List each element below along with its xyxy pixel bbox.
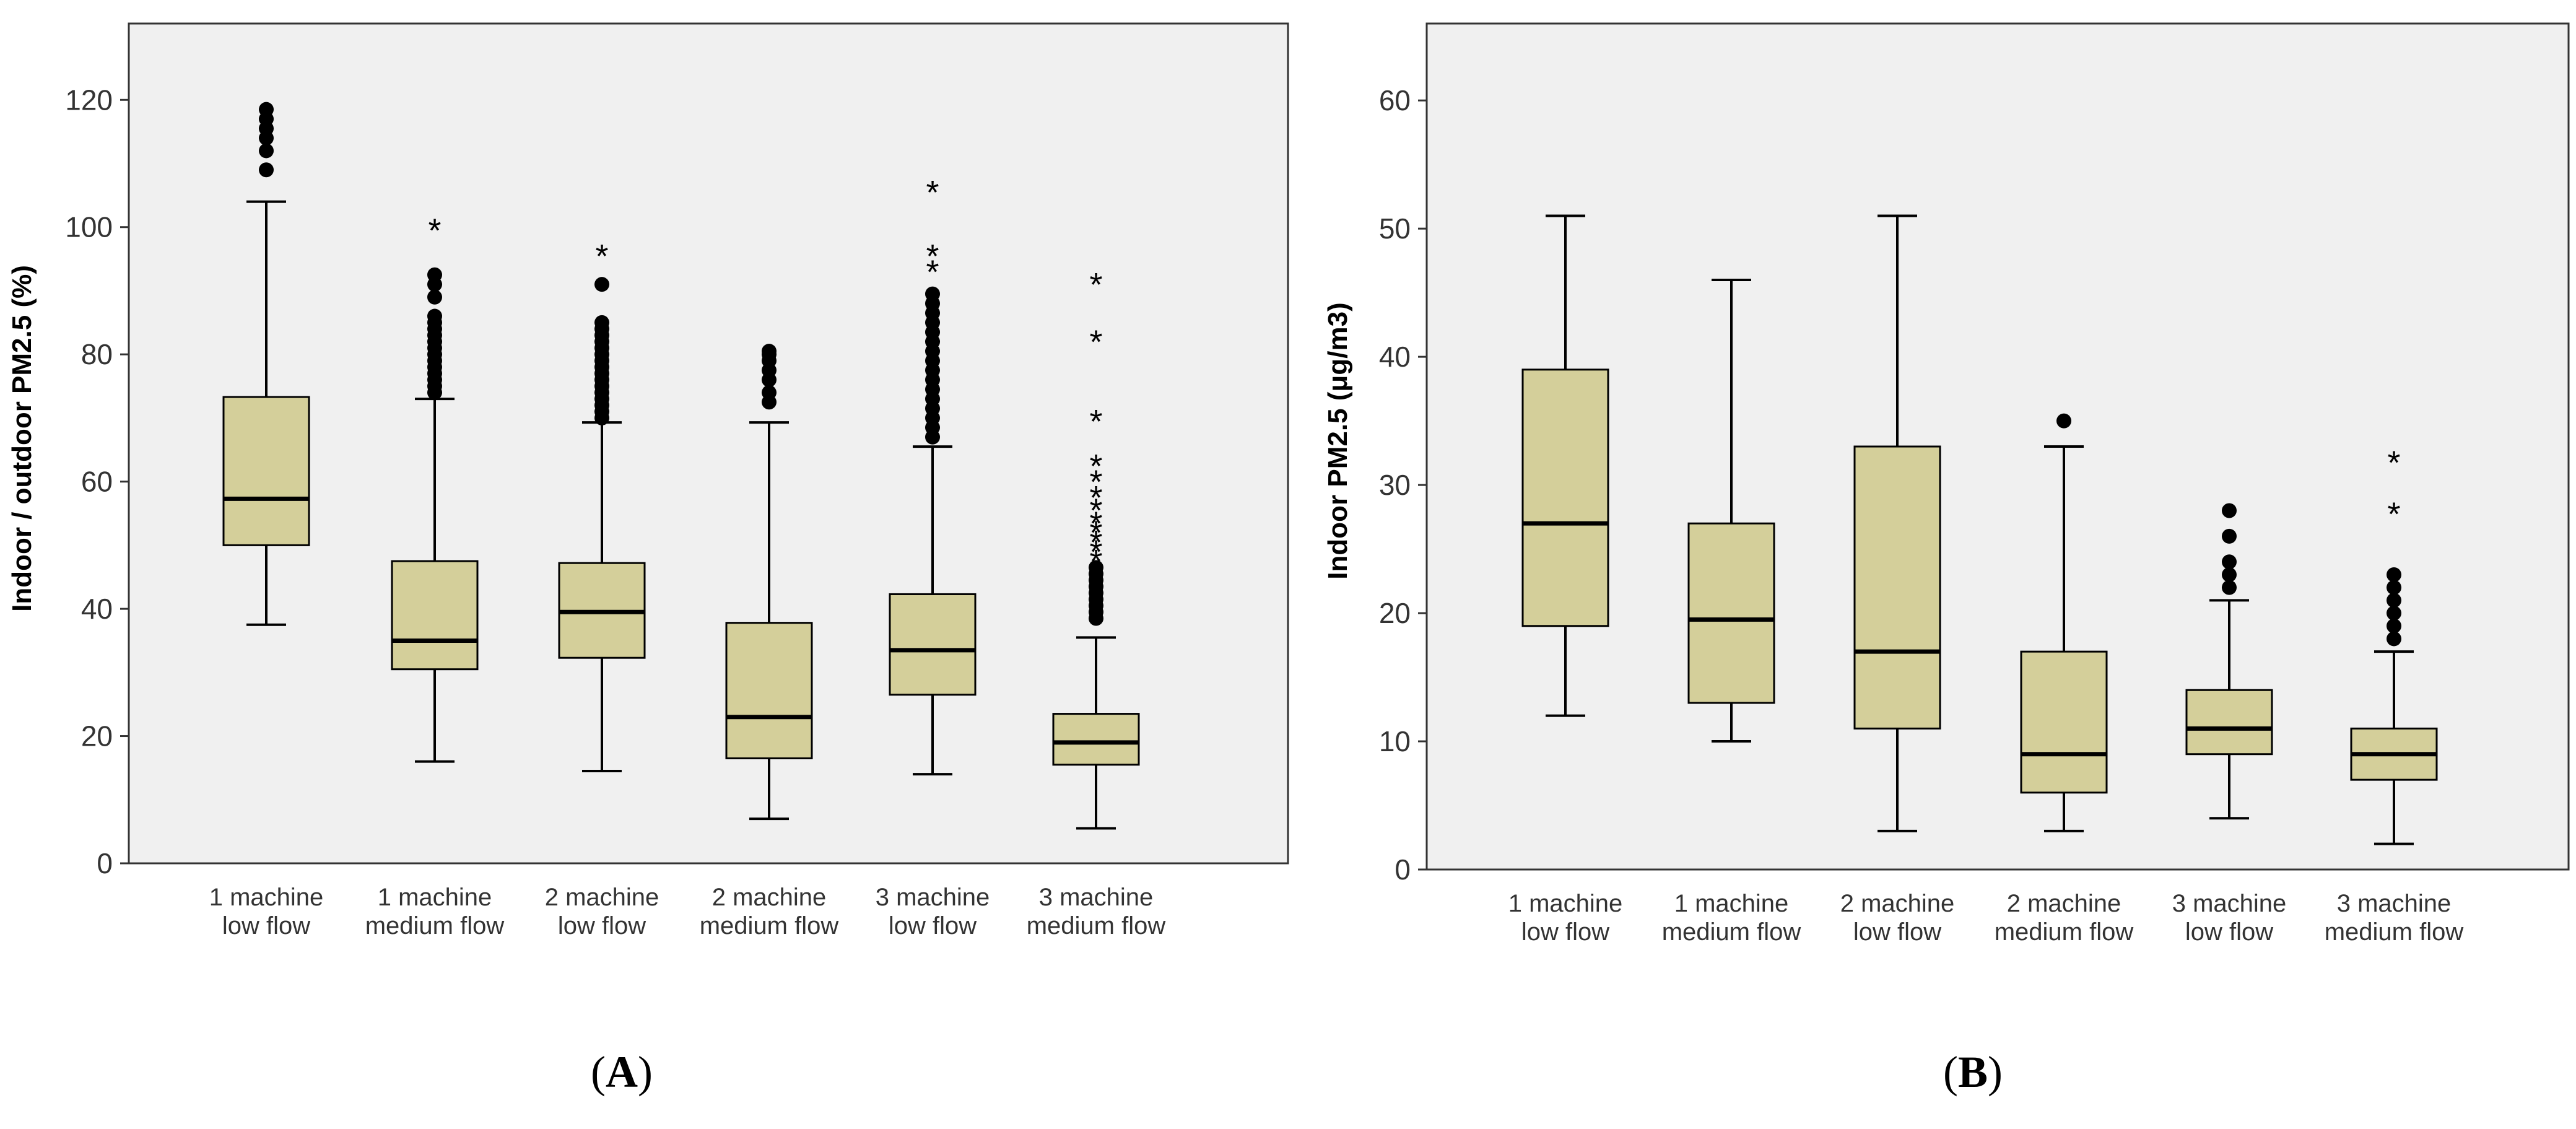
extreme-point: * (1089, 403, 1102, 440)
x-tick-label: medium flow (1662, 918, 1801, 946)
box-iqr (1853, 445, 1941, 730)
y-tick-label: 20 (81, 720, 113, 752)
outlier-point (2222, 528, 2237, 544)
x-tick-label: 1 machine (1674, 890, 1789, 917)
x-tick-label: 2 machine (2007, 890, 2121, 917)
extreme-point: * (1089, 543, 1102, 580)
x-tick-label: 2 machine (712, 884, 827, 911)
box-iqr (222, 396, 310, 546)
box-iqr (2185, 689, 2273, 756)
x-tick-label: 3 machine (2172, 890, 2287, 917)
outlier-point (259, 102, 274, 117)
outlier-point (762, 385, 777, 400)
y-tick-label: 60 (1379, 84, 1411, 116)
y-tick-label: 0 (97, 847, 113, 879)
outlier-point (427, 289, 442, 305)
outlier-point (2387, 580, 2401, 595)
extreme-point: * (1089, 524, 1102, 561)
panel-label-a: (A) (591, 1047, 653, 1097)
x-tick-label: 3 machine (2337, 890, 2452, 917)
x-tick-label: medium flow (1995, 918, 2134, 946)
outlier-point (594, 315, 609, 330)
outlier-point (2387, 593, 2401, 608)
outlier-point (2222, 554, 2237, 570)
x-tick-label: 3 machine (876, 884, 990, 911)
box-iqr (1687, 522, 1775, 704)
x-tick-label: medium flow (365, 912, 505, 939)
outlier-point (427, 308, 442, 324)
outlier-point (2387, 631, 2401, 647)
x-tick-label: 2 machine (1840, 890, 1955, 917)
outlier-point (427, 267, 442, 282)
y-tick-label: 10 (1379, 725, 1411, 757)
extreme-point: * (1089, 534, 1102, 571)
x-tick-label: 1 machine (1508, 890, 1623, 917)
extreme-point: * (1089, 492, 1102, 530)
box-iqr (889, 593, 977, 696)
outlier-point (2387, 606, 2401, 621)
x-tick-label: low flow (558, 912, 646, 939)
chart-b: 0 10 20 30 40 50 60 Indoor PM2.5 (μg/m3) 1 machi… (1323, 22, 2570, 946)
extreme-point: * (1089, 464, 1102, 501)
outlier-point (594, 277, 609, 292)
extreme-point: * (1089, 515, 1102, 552)
panel-label-b: (B) (1943, 1047, 2003, 1097)
box-iqr (1521, 368, 1609, 627)
box-iqr (2020, 650, 2108, 794)
outlier-point (2222, 567, 2237, 582)
box-iqr (725, 622, 813, 760)
y-tick-label: 20 (1379, 597, 1411, 629)
x-tick-label: low flow (1521, 918, 1609, 946)
y-axis-label: Indoor PM2.5 (μg/m3) (1323, 302, 1353, 579)
x-tick-label: low flow (222, 912, 310, 939)
extreme-point: * (2387, 445, 2400, 482)
x-tick-label: low flow (1853, 918, 1941, 946)
extreme-point: * (1089, 479, 1102, 517)
y-tick-label: 40 (1379, 341, 1411, 373)
y-tick-label: 50 (1379, 212, 1411, 245)
y-axis-label: Indoor / outdoor PM2.5 (%) (7, 265, 37, 612)
extreme-point: * (428, 212, 441, 250)
y-tick-label: 60 (81, 466, 113, 498)
chart-a: 0 20 40 60 80 100 120 Indoor / outdoor PM2.5 (%… (7, 22, 1289, 939)
outlier-point (2222, 503, 2237, 518)
extreme-point: * (926, 238, 939, 275)
y-tick-label: 30 (1379, 469, 1411, 501)
y-tick-label: 0 (1395, 853, 1411, 886)
outlier-point (925, 286, 940, 302)
x-tick-label: 3 machine (1039, 884, 1154, 911)
outlier-point (1089, 560, 1103, 575)
box-iqr (1052, 713, 1140, 766)
outlier-point (2387, 618, 2401, 634)
box-iqr (391, 560, 479, 671)
extreme-point: * (926, 254, 939, 291)
x-tick-label: 1 machine (209, 884, 324, 911)
y-tick-label: 40 (81, 593, 113, 625)
x-tick-label: medium flow (700, 912, 839, 939)
extreme-point: * (926, 174, 939, 211)
x-tick-label: 1 machine (378, 884, 492, 911)
outlier-point (259, 143, 274, 159)
x-tick-label: medium flow (1027, 912, 1166, 939)
extreme-point: * (2387, 495, 2400, 533)
outlier-point (2387, 567, 2401, 582)
outlier-point (2222, 580, 2237, 595)
y-tick-label: 80 (81, 338, 113, 370)
x-tick-label: medium flow (2325, 918, 2464, 946)
x-tick-label: low flow (889, 912, 977, 939)
extreme-point: * (1089, 266, 1102, 303)
extreme-point: * (1089, 448, 1102, 485)
y-tick-label: 120 (65, 84, 113, 116)
extreme-point: * (595, 238, 608, 275)
outlier-point (259, 162, 274, 178)
x-tick-label: low flow (2185, 918, 2273, 946)
outlier-point (762, 344, 777, 359)
x-tick-label: 2 machine (545, 884, 659, 911)
y-tick-label: 100 (65, 211, 113, 243)
outlier-point (2056, 413, 2071, 429)
extreme-point: * (1089, 505, 1102, 542)
extreme-point: * (1089, 324, 1102, 361)
